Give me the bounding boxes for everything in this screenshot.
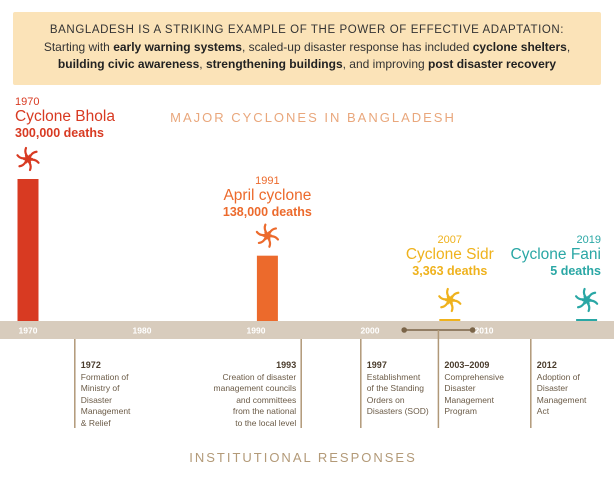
cyclone-year: 1991 [255,175,280,187]
cyclone-deaths: 3,363 deaths [412,264,488,279]
chart-title: MAJOR CYCLONES IN BANGLADESH [170,110,456,125]
cyclone-icon-eye [264,232,271,239]
cyclone-icon-eye [25,156,31,162]
banner-emphasis: strengthening buildings [205,57,343,71]
banner-emphasis: post disaster recovery [428,57,557,71]
response-label: 2003–2009 Comprehensive Disaster Management… [444,360,504,418]
cyclone-year: 1970 [15,96,40,108]
response-year: 2012 [536,360,557,370]
cyclone-year: 2019 [576,234,601,246]
timeline-axis-band [0,321,614,339]
cyclone-icon [16,146,40,172]
response-text-line: from the national [232,406,297,416]
axis-tick-label: 2010 [475,326,494,336]
cyclone-icon [574,287,599,313]
cyclone-icon-arm [574,295,590,301]
response-range-dot [401,327,408,333]
banner-text-part: , [566,40,571,54]
cyclone-deaths: 5 deaths [550,264,601,279]
axis-tick-label: 2000 [361,326,380,336]
response-text-line: to the local level [235,417,297,428]
cyclone-name: April cyclone [223,187,312,205]
cyclone-icon-arm [576,295,587,309]
response-text-line: Adoption of [536,371,580,382]
response-text-line: Establishment [366,371,421,382]
response-text-line: Ministry of [80,383,120,393]
response-text-line: Disaster [80,394,112,405]
response-label: 1997 Establishment of the Standing Orders o… [367,360,429,418]
response-text-line: of the Standing [366,383,424,393]
response-text-line: Creation of disaster [222,371,297,382]
cyclone-bar [256,255,278,321]
banner-emphasis: cyclone shelters [472,40,567,54]
response-year: 2003–2009 [444,360,490,370]
cyclone-icon-arm [438,295,453,301]
axis-tick-label: 1990 [247,326,266,336]
response-text-line: & Relief [80,417,111,428]
cyclone-label: 2019 Cyclone Fani 5 deaths [511,234,601,279]
cyclone-icon-arm [18,154,28,168]
cyclone-bar [17,179,39,321]
cyclone-label: 1970 Cyclone Bhola 300,000 deaths [15,96,115,141]
cyclone-icon-eye [583,297,590,303]
response-text-line: Management [80,406,131,416]
response-text-line: management councils [213,383,297,393]
response-text-line: Management [444,394,495,405]
cyclone-name: Cyclone Bhola [15,108,115,126]
response-text-line: Comprehensive [444,371,504,382]
cyclone-label: 1991 April cyclone 138,000 deaths [187,175,347,220]
banner-text-part: , [199,57,206,71]
response-year: 1972 [80,360,101,370]
response-text-line: Program [444,406,477,416]
banner-emphasis: building civic awareness [57,57,200,71]
response-label: 1993 Creation of disaster management counc… [214,360,297,429]
banner-headline: BANGLADESH IS A STRIKING EXAMPLE OF THE … [49,24,565,36]
cyclone-label: 2007 Cyclone Sidr 3,363 deaths [370,234,530,279]
response-text-line: Orders on [366,394,405,405]
response-text-line: Act [536,406,550,416]
response-label: 2012 Adoption of Disaster Management Act [537,360,587,418]
responses-title: INSTITUTIONAL RESPONSES [189,450,417,465]
cyclone-icon-arm [255,230,271,237]
cyclone-bar [576,319,598,321]
banner-emphasis: early warning systems [113,40,242,54]
cyclone-deaths: 300,000 deaths [15,126,104,141]
response-text-line: Disaster [536,383,568,393]
cyclone-icon [255,223,280,248]
response-year: 1993 [276,360,297,370]
response-text-line: and committees [236,394,297,405]
response-label: 1972 Formation of Ministry of Disaster Manag… [81,360,131,429]
banner-text-part: , and improving [342,57,429,71]
cyclone-bar [439,319,461,321]
response-text-line: Disaster [444,383,476,393]
response-text-line: Management [536,394,587,405]
cyclone-year: 2007 [437,234,463,246]
banner-text: Starting with early warning systems, sca… [13,39,601,73]
response-text-line: Formation of [80,371,129,382]
banner-text-part: , scaled-up disaster response has includ… [241,40,473,54]
response-range-dot [469,327,476,333]
cyclone-deaths: 138,000 deaths [222,205,312,220]
cyclone-icon [438,287,462,313]
banner-text-part: Starting with [43,40,114,54]
response-text-line: Disasters (SOD) [366,406,429,416]
cyclone-name: Cyclone Sidr [405,246,494,264]
cyclone-icon-arm [16,154,32,160]
axis-tick-label: 1970 [19,326,38,336]
response-year: 1997 [366,360,387,370]
summary-banner: BANGLADESH IS A STRIKING EXAMPLE OF THE … [13,12,601,85]
cyclone-icon-eye [446,297,453,303]
axis-tick-label: 1980 [133,326,152,336]
cyclone-name: Cyclone Fani [510,246,601,264]
cyclone-icon-arm [440,295,450,309]
cyclone-icon-arm [257,231,267,245]
